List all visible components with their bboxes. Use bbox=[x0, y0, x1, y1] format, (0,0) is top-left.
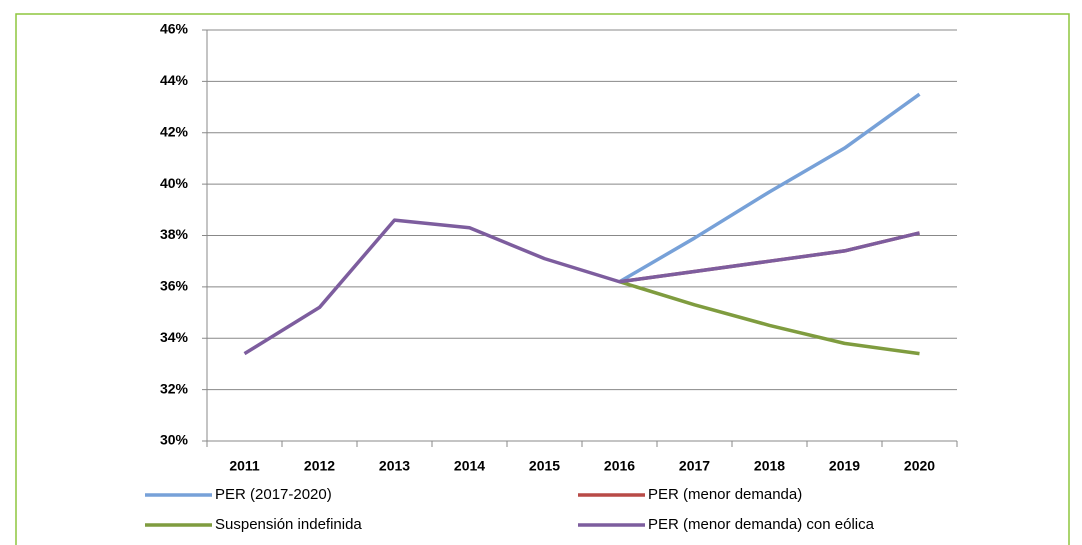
y-tick-label: 36% bbox=[160, 278, 189, 294]
legend-label: PER (menor demanda) con eólica bbox=[648, 516, 875, 533]
legend-label: PER (2017-2020) bbox=[215, 486, 332, 503]
y-tick-label: 44% bbox=[160, 72, 189, 88]
x-tick-label: 2018 bbox=[754, 458, 785, 474]
x-tick-label: 2013 bbox=[379, 458, 410, 474]
x-tick-label: 2020 bbox=[904, 458, 935, 474]
y-tick-label: 46% bbox=[160, 21, 189, 37]
x-tick-label: 2012 bbox=[304, 458, 335, 474]
x-tick-label: 2019 bbox=[829, 458, 860, 474]
series-line bbox=[618, 280, 920, 356]
x-tick-label: 2014 bbox=[454, 458, 485, 474]
x-tick-label: 2017 bbox=[679, 458, 710, 474]
y-tick-label: 42% bbox=[160, 123, 189, 139]
x-tick-label: 2016 bbox=[604, 458, 635, 474]
frame bbox=[15, 13, 1070, 545]
y-tick-label: 32% bbox=[160, 380, 189, 396]
x-tick-label: 2011 bbox=[229, 458, 260, 474]
series-line bbox=[618, 92, 921, 284]
legend-label: Suspensión indefinida bbox=[215, 516, 362, 533]
y-tick-label: 34% bbox=[160, 329, 189, 345]
x-tick-label: 2015 bbox=[529, 458, 560, 474]
y-tick-label: 38% bbox=[160, 226, 189, 242]
series-line bbox=[243, 218, 920, 356]
y-tick-label: 30% bbox=[160, 432, 189, 448]
legend-label: PER (menor demanda) bbox=[648, 486, 802, 503]
y-tick-label: 40% bbox=[160, 175, 189, 191]
